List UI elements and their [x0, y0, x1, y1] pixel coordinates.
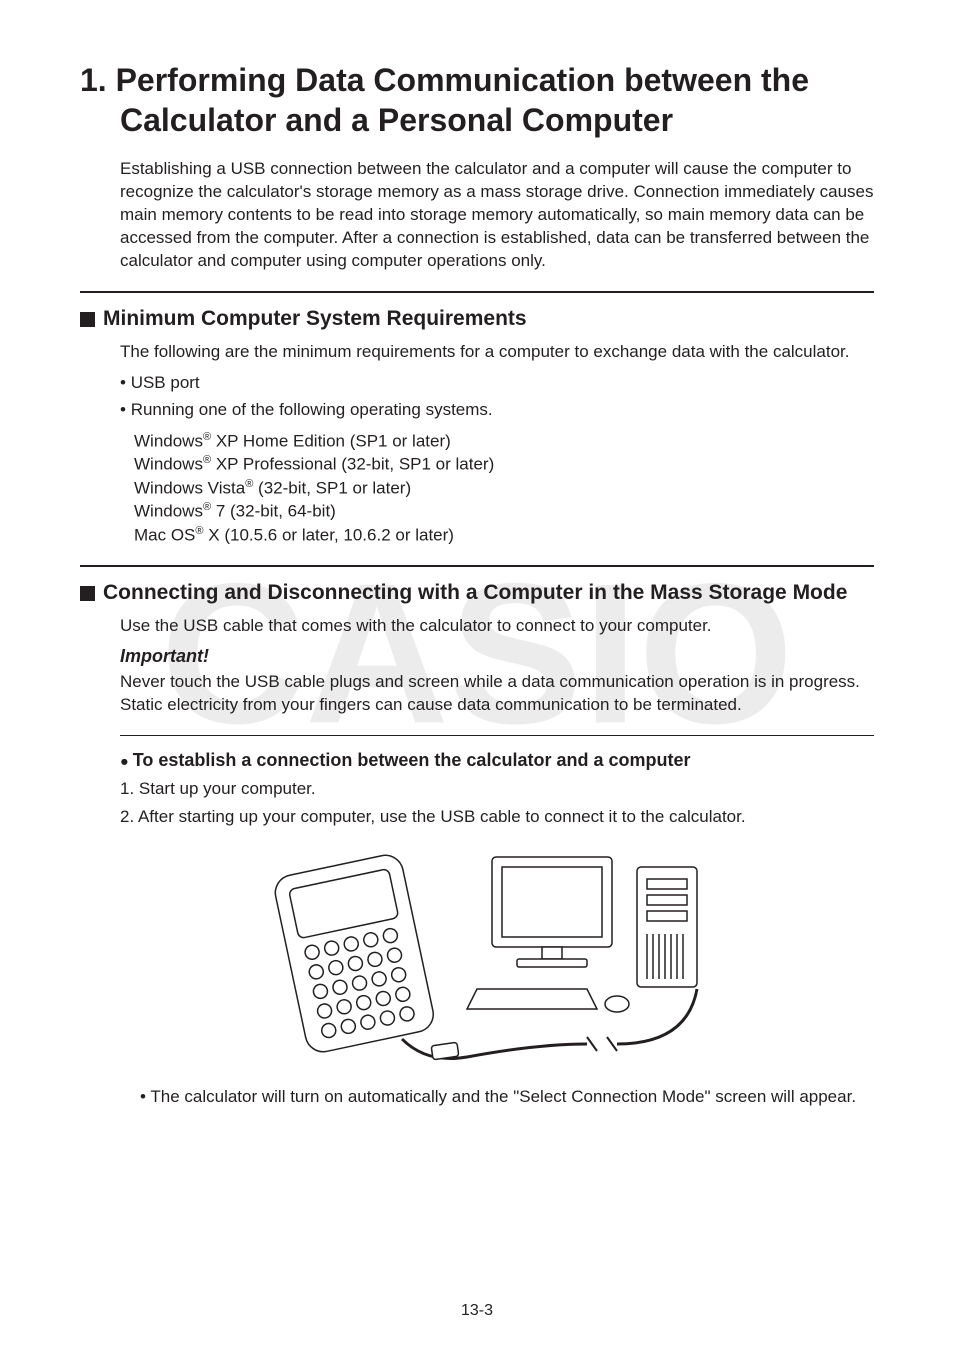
- divider: [80, 565, 874, 567]
- important-body: Never touch the USB cable plugs and scre…: [120, 671, 874, 717]
- connect-lead: Use the USB cable that comes with the ca…: [120, 615, 874, 638]
- step-item: 2. After starting up your computer, use …: [120, 805, 874, 829]
- square-bullet-icon: [80, 586, 95, 601]
- min-req-bullets: USB port Running one of the following op…: [120, 372, 874, 422]
- subsubheading-text: To establish a connection between the ca…: [133, 750, 691, 770]
- connection-figure: [120, 839, 874, 1074]
- divider-thin: [120, 735, 874, 736]
- subheading-min-req: Minimum Computer System Requirements: [80, 307, 874, 331]
- list-item: USB port: [120, 372, 874, 395]
- min-req-lead: The following are the minimum requiremen…: [120, 341, 874, 364]
- section-number: 1.: [80, 62, 107, 98]
- square-bullet-icon: [80, 312, 95, 327]
- step-item: 1. Start up your computer.: [120, 777, 874, 801]
- subheading-connect: Connecting and Disconnecting with a Comp…: [80, 581, 874, 605]
- section-heading: Performing Data Communication between th…: [116, 62, 809, 138]
- os-line: Windows Vista® (32-bit, SP1 or later): [134, 477, 874, 501]
- important-label: Important!: [120, 646, 874, 667]
- os-line: Windows® 7 (32-bit, 64-bit): [134, 500, 874, 524]
- os-line: Windows® XP Home Edition (SP1 or later): [134, 430, 874, 454]
- steps-list: 1. Start up your computer. 2. After star…: [120, 777, 874, 829]
- subheading-text: Minimum Computer System Requirements: [103, 307, 527, 331]
- section-title: 1. Performing Data Communication between…: [80, 60, 874, 140]
- os-list: Windows® XP Home Edition (SP1 or later) …: [134, 430, 874, 548]
- list-item: The calculator will turn on automaticall…: [140, 1086, 874, 1109]
- os-line: Windows® XP Professional (32-bit, SP1 or…: [134, 453, 874, 477]
- subheading-text: Connecting and Disconnecting with a Comp…: [103, 581, 847, 605]
- subsubheading: To establish a connection between the ca…: [120, 750, 874, 771]
- list-item: Running one of the following operating s…: [120, 399, 874, 422]
- divider: [80, 291, 874, 293]
- intro-paragraph: Establishing a USB connection between th…: [120, 158, 874, 273]
- os-line: Mac OS® X (10.5.6 or later, 10.6.2 or la…: [134, 524, 874, 548]
- after-figure-note: The calculator will turn on automaticall…: [140, 1086, 874, 1109]
- page-number: 13-3: [0, 1302, 954, 1320]
